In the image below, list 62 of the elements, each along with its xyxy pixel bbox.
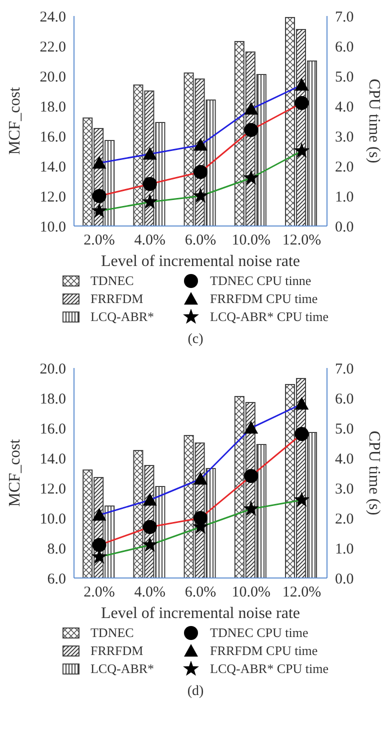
x-tick-label: 12.0% [282,584,322,601]
x-tick-label: 6.0% [184,232,216,249]
y-axis-title: MCF_cost [6,438,24,507]
y-tick-label: 16.0 [40,129,66,146]
y2-axis-title: CPU time (s) [365,78,382,164]
x-tick-label: 10.0% [232,232,270,249]
legend-label: LCQ-ABR* CPU time [210,661,329,677]
legend-label: FRRFDM CPU time [210,643,318,659]
y2-tick-label: 1.0 [335,189,354,206]
legend-label: LCQ-ABR* [90,661,154,677]
y2-tick-label: 5.0 [335,69,354,86]
y-tick-label: 20.0 [40,69,66,86]
y-tick-label: 24.0 [40,9,66,26]
y-tick-label: 8.0 [47,541,66,558]
x-tick-label: 4.0% [134,584,166,601]
legend-label: LCQ-ABR* CPU time [210,309,329,325]
legend-label: TDNEC [90,273,134,289]
y-tick-label: 14.0 [40,451,66,468]
y2-tick-label: 4.0 [335,451,354,468]
legend-label: TDNEC [90,625,134,641]
y2-tick-label: 2.0 [335,511,354,528]
x-tick-label: 4.0% [134,232,166,249]
y-tick-label: 14.0 [40,159,66,176]
y2-axis-title: CPU time (s) [365,430,382,516]
y2-tick-label: 3.0 [335,481,354,498]
y2-tick-label: 4.0 [335,99,354,116]
y2-tick-label: 1.0 [335,541,354,558]
y-tick-label: 22.0 [40,39,66,56]
text: (c) [186,332,204,348]
y2-tick-label: 7.0 [335,361,354,378]
y-tick-label: 20.0 [40,361,66,378]
legend-label: FRRFDM [90,291,144,307]
x-axis-title: Level of incremental noise rate [100,605,300,622]
x-tick-label: 2.0% [84,584,115,601]
text: (d) [186,684,205,700]
legend-label: LCQ-ABR* [90,309,154,325]
legend-label: FRRFDM CPU time [210,291,318,307]
legend-label: TDNEC CPU tinne [210,273,312,289]
x-axis-title: Level of incremental noise rate [100,253,300,270]
y-tick-label: 12.0 [40,481,66,498]
y-tick-label: 6.0 [47,571,66,588]
y2-tick-label: 2.0 [335,159,354,176]
y2-tick-label: 3.0 [335,129,354,146]
y-tick-label: 18.0 [40,391,66,408]
y2-tick-label: 5.0 [335,421,354,438]
y-axis-title: MCF_cost [6,86,24,155]
y-tick-label: 12.0 [40,189,66,206]
y-tick-label: 10.0 [40,219,66,236]
y-tick-label: 18.0 [40,99,66,116]
y2-tick-label: 0.0 [335,219,354,236]
legend-label: FRRFDM [90,643,144,659]
y2-tick-label: 6.0 [335,391,354,408]
x-tick-label: 12.0% [282,232,322,249]
x-tick-label: 2.0% [84,232,115,249]
y-tick-label: 16.0 [40,421,66,438]
y-tick-label: 10.0 [40,511,66,528]
y2-tick-label: 7.0 [335,9,354,26]
x-tick-label: 6.0% [184,584,216,601]
legend-label: TDNEC CPU time [210,625,308,641]
y2-tick-label: 6.0 [335,39,354,56]
x-tick-label: 10.0% [232,584,270,601]
y2-tick-label: 0.0 [335,571,354,588]
